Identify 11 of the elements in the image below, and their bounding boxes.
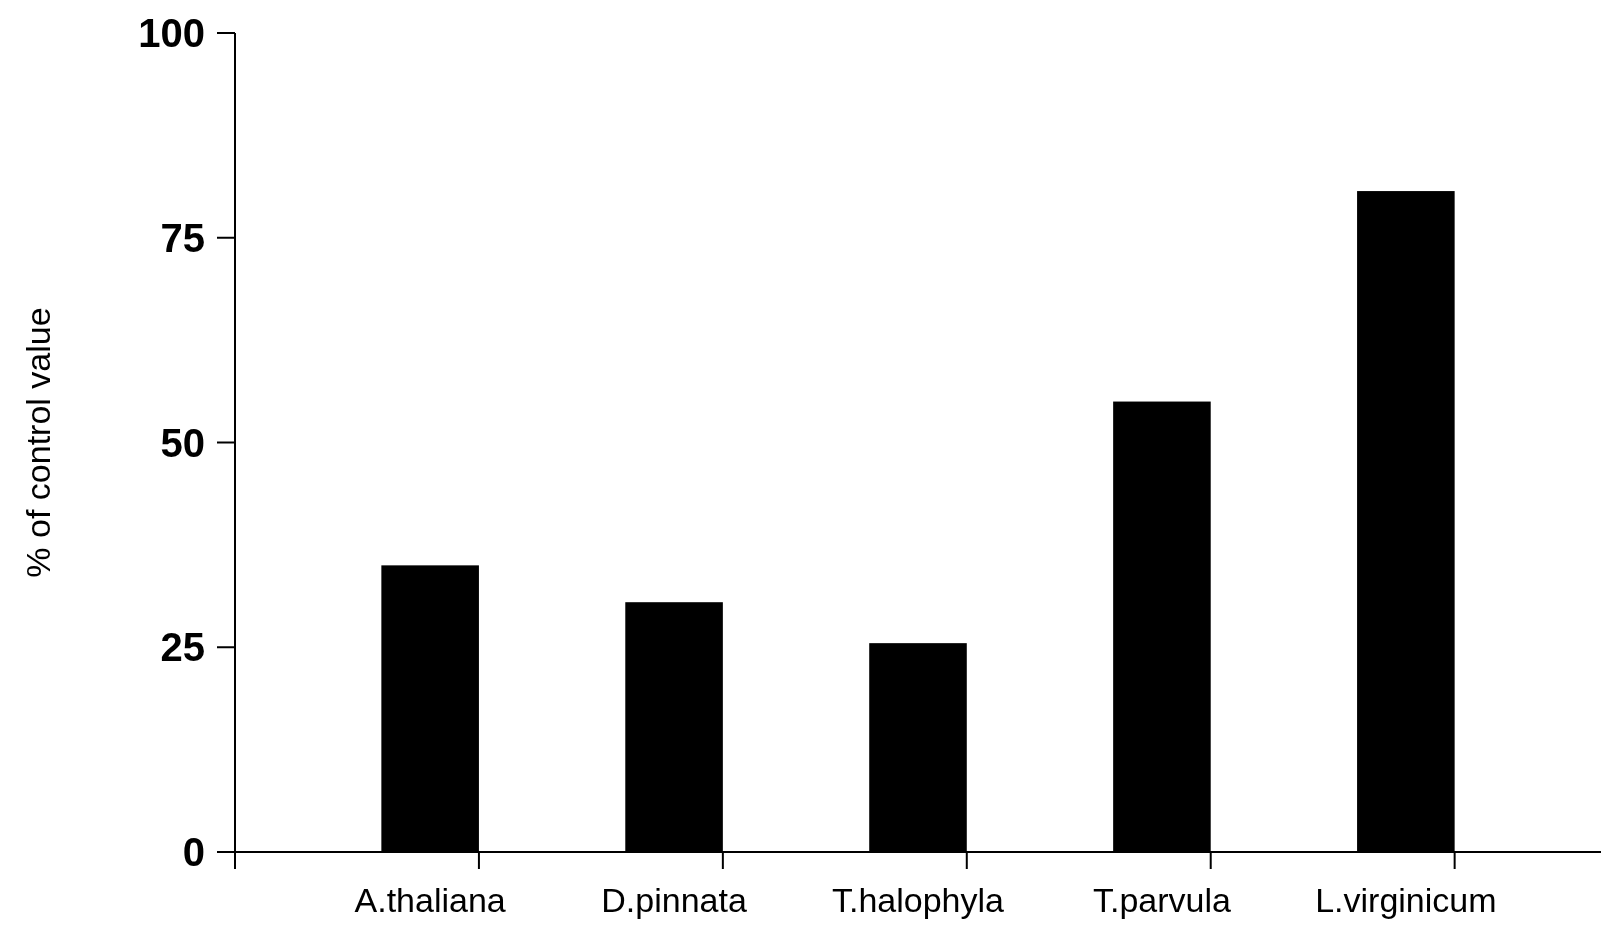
y-tick-label: 100 (138, 11, 205, 55)
y-tick-label: 75 (160, 215, 205, 260)
x-tick-label: A.thaliana (354, 881, 506, 919)
y-axis-title: % of control value (19, 307, 57, 578)
x-tick-label: T.halophyla (831, 881, 1005, 919)
y-tick-label: 25 (160, 625, 205, 670)
x-tick-label: T.parvula (1092, 881, 1231, 919)
y-tick-label: 0 (182, 830, 205, 874)
y-tick-label: 50 (160, 420, 205, 465)
x-tick-label: L.virginicum (1315, 881, 1497, 919)
x-tick-label: D.pinnata (601, 881, 747, 919)
